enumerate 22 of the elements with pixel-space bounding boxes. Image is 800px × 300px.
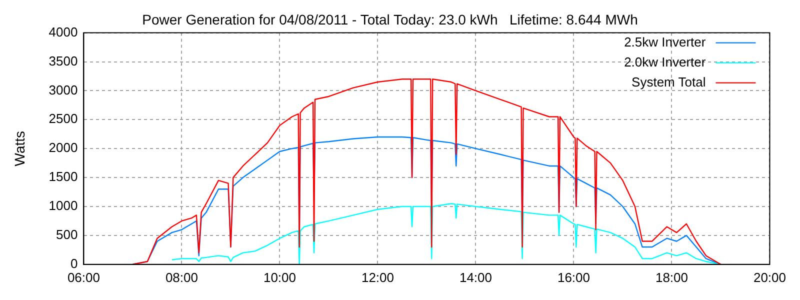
x-tick-label: 10:00 [263,270,296,285]
x-tick-label: 18:00 [655,270,688,285]
y-tick-label: 500 [56,227,78,242]
y-tick-label: 4000 [48,24,78,40]
y-tick-label: 3500 [48,53,78,68]
x-tick-label: 12:00 [361,270,394,285]
x-tick-label: 16:00 [557,270,590,285]
x-tick-label: 20:00 [753,270,786,285]
x-tick-label: 14:00 [459,270,492,285]
y-tick-label: 2500 [48,111,78,126]
legend-label: System Total [632,74,706,90]
y-tick-label: 3000 [48,82,78,98]
y-axis-title: Watts [11,130,28,166]
y-tick-label: 1000 [48,198,78,214]
legend-label: 2.0kw Inverter [624,54,706,70]
y-tick-label: 1500 [48,169,78,184]
legend-label: 2.5kw Inverter [624,34,706,50]
x-tick-label: 06:00 [67,270,100,285]
chart-title: Power Generation for 04/08/2011 - Total Today: 23.0 kWh Lifetime: 8.644 MWh [142,11,638,28]
y-tick-label: 0 [70,256,78,271]
x-tick-label: 08:00 [165,270,198,285]
y-tick-label: 2000 [48,140,78,156]
